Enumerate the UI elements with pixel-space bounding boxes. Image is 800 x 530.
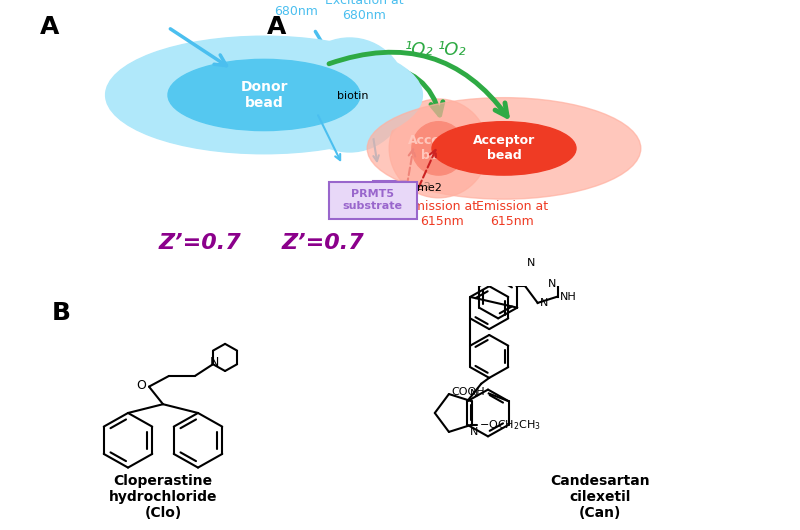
FancyArrowPatch shape	[329, 52, 507, 117]
Text: Cloperastine
hydrochloride
(Clo): Cloperastine hydrochloride (Clo)	[109, 474, 218, 520]
Text: Acceptor
bead: Acceptor bead	[407, 135, 470, 162]
Text: Emission at
615nm: Emission at 615nm	[406, 200, 478, 228]
Text: N: N	[470, 390, 478, 399]
Text: me2: me2	[417, 183, 442, 193]
Text: Candesartan
cilexetil
(Can): Candesartan cilexetil (Can)	[550, 474, 650, 520]
Text: biotin: biotin	[377, 89, 408, 99]
Text: me2: me2	[406, 182, 431, 192]
Text: $-$OCH$_2$CH$_3$: $-$OCH$_2$CH$_3$	[478, 418, 541, 431]
Text: A: A	[40, 15, 59, 39]
Text: biotin: biotin	[337, 91, 368, 101]
Text: Donor
bead: Donor bead	[240, 80, 288, 110]
Text: B: B	[52, 301, 71, 325]
Text: COOH: COOH	[451, 386, 485, 396]
Circle shape	[168, 59, 360, 130]
Text: NH: NH	[560, 292, 577, 302]
Text: N: N	[547, 279, 556, 289]
Text: N: N	[470, 427, 478, 437]
FancyArrowPatch shape	[378, 65, 443, 115]
Text: Excitation at
680nm: Excitation at 680nm	[257, 0, 335, 19]
Text: Acceptor
bead: Acceptor bead	[473, 135, 535, 162]
Circle shape	[367, 98, 641, 199]
Text: N: N	[527, 258, 536, 268]
Text: O: O	[136, 379, 146, 392]
Text: Donor
bead: Donor bead	[326, 80, 374, 110]
FancyBboxPatch shape	[329, 182, 417, 219]
Text: PRMT5
substrate: PRMT5 substrate	[342, 189, 402, 211]
Circle shape	[106, 36, 422, 154]
Text: Z’=0.7: Z’=0.7	[158, 233, 242, 253]
Text: N: N	[210, 356, 218, 369]
Text: N: N	[540, 298, 548, 308]
Text: A: A	[266, 15, 286, 39]
Circle shape	[293, 38, 406, 152]
Circle shape	[412, 122, 466, 175]
Text: ¹O₂: ¹O₂	[405, 41, 434, 59]
Circle shape	[314, 59, 385, 130]
Text: Excitation at
680nm: Excitation at 680nm	[325, 0, 404, 22]
Text: ¹O₂: ¹O₂	[438, 41, 466, 59]
Text: Emission at
615nm: Emission at 615nm	[476, 200, 548, 228]
Circle shape	[432, 122, 576, 175]
Text: PRMT5
substrate: PRMT5 substrate	[360, 189, 420, 210]
Text: Z’=0.7: Z’=0.7	[282, 233, 364, 253]
FancyBboxPatch shape	[374, 181, 406, 218]
Circle shape	[389, 99, 488, 198]
